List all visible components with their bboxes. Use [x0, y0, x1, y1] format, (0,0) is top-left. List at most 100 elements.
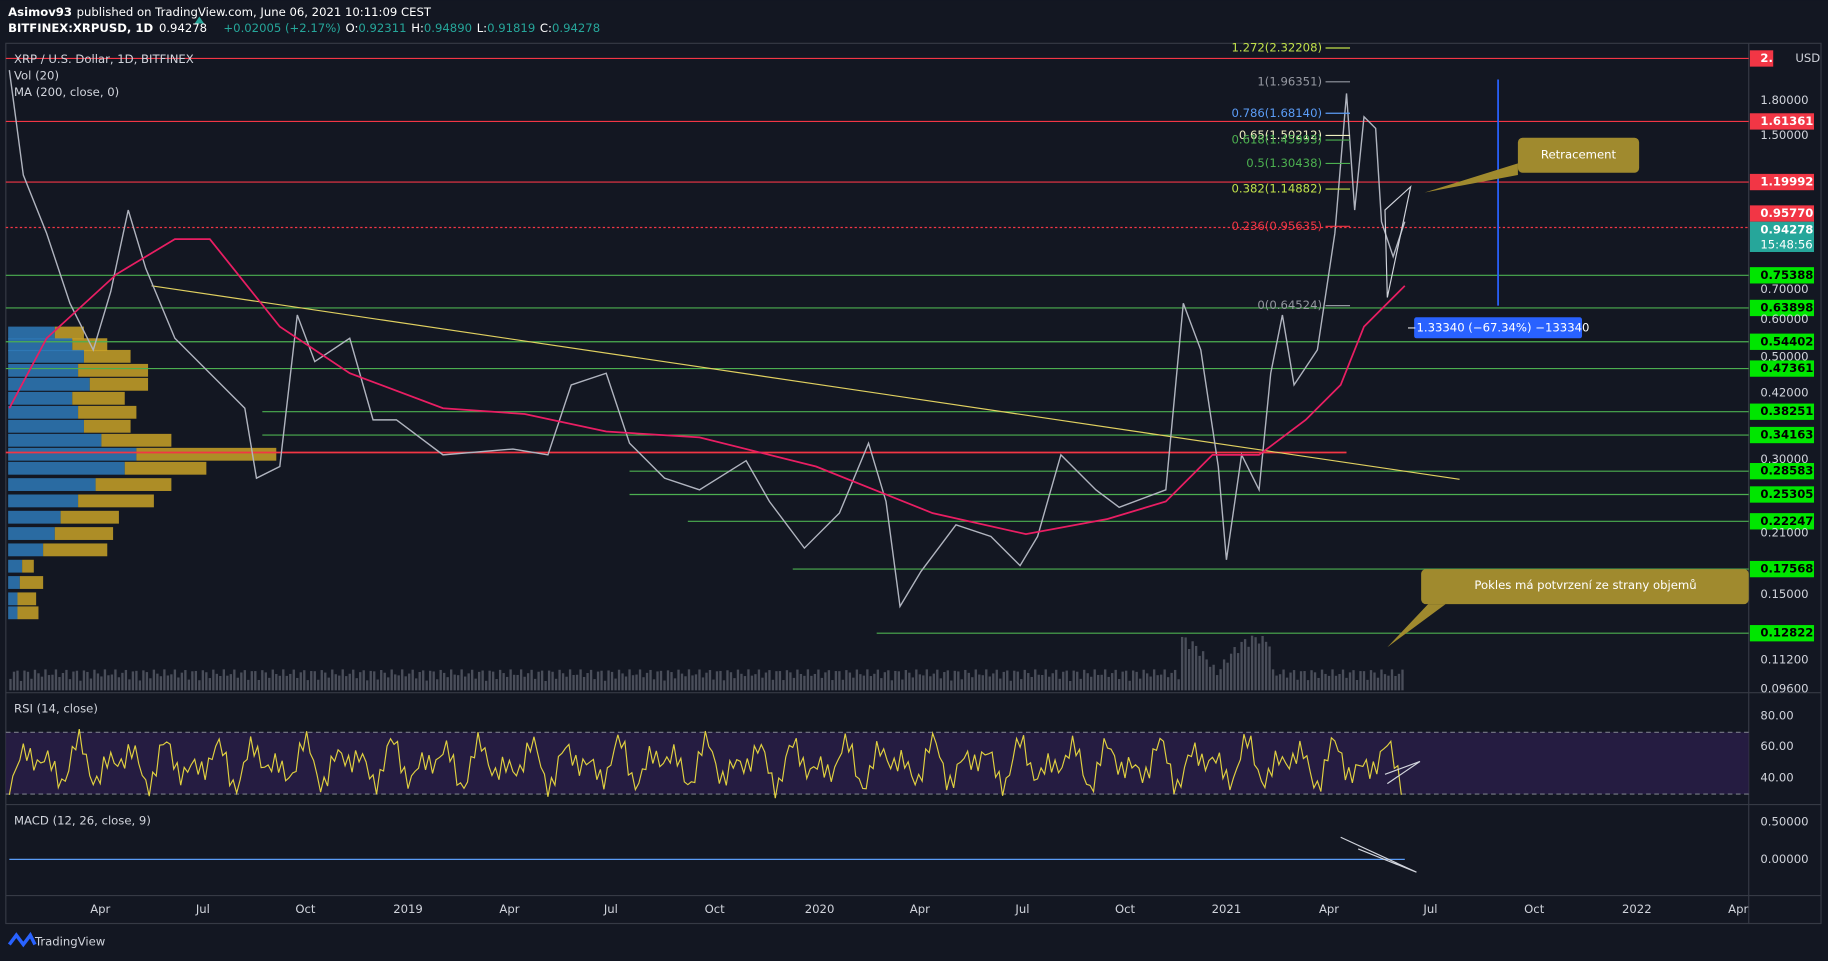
high: 0.94890 [424, 21, 472, 35]
volume-bar [1250, 635, 1254, 691]
volume-bar [226, 675, 229, 691]
vp-blue [8, 478, 96, 491]
price-axis-label: 0.11200 [1760, 653, 1808, 667]
volume-bar [1254, 637, 1257, 691]
volume-bar [705, 672, 708, 691]
volume-bar [1173, 669, 1177, 691]
time-axis-label: Jul [603, 902, 618, 916]
volume-bar [387, 677, 390, 691]
volume-bar [1170, 672, 1173, 691]
volume-bar [673, 678, 677, 691]
volume-bar [86, 671, 89, 691]
volume-bar [173, 669, 177, 691]
volume-bar [488, 670, 491, 691]
time-axis-label: Oct [705, 902, 726, 916]
volume-bar [1355, 679, 1359, 691]
volume-bar [1289, 672, 1292, 691]
price-axis-label: 0.42000 [1760, 386, 1808, 400]
price-tag [1749, 486, 1815, 503]
rsi-tick: 80.00 [1760, 708, 1793, 722]
price-tag-label: 0.28583 [1760, 464, 1813, 478]
volume-bar [953, 670, 956, 691]
volume-bar [65, 669, 68, 691]
volume-bar [565, 676, 568, 691]
vp-gold [54, 326, 84, 340]
price-axis-label: 0.50000 [1760, 349, 1808, 363]
volume-bar [1044, 669, 1047, 691]
volume-bar [666, 670, 670, 691]
volume-bar [852, 677, 855, 691]
vp-gold [43, 543, 108, 557]
volume-bar [1261, 636, 1264, 691]
volume-bar [894, 670, 897, 691]
volume-bar [498, 669, 502, 691]
callout-box [1517, 137, 1640, 173]
volume-bar [995, 669, 998, 691]
price-axis-label: 0.09600 [1760, 682, 1808, 696]
volume-bar [450, 669, 453, 691]
volume-bar [1352, 670, 1355, 691]
price-tag [1749, 333, 1815, 350]
volume-bar [1296, 679, 1299, 691]
volume-bar [834, 671, 838, 691]
volume-bar [1380, 669, 1383, 691]
volume-bar [1271, 669, 1275, 691]
callout-pointer [1387, 604, 1446, 648]
volume-bar [411, 669, 414, 691]
volume-bar [376, 679, 379, 691]
volume-bar [813, 673, 817, 691]
volume-bar [663, 680, 666, 691]
volume-bar [1292, 670, 1296, 691]
volume-bar [68, 679, 72, 691]
volume-bar [582, 676, 586, 691]
volume-bar [533, 678, 537, 691]
volume-bar [1013, 670, 1016, 691]
volume-bar [922, 675, 925, 691]
price-tag-label: 0.47361 [1760, 361, 1813, 375]
volume-bar [509, 669, 512, 691]
l-label: L: [477, 21, 487, 35]
volume-bar [848, 672, 852, 691]
vp-gold [136, 447, 277, 461]
volume-bar [1079, 678, 1082, 691]
volume-bar [250, 671, 253, 691]
volume-bar [558, 669, 561, 691]
volume-bar [743, 676, 747, 691]
volume-bar [491, 671, 495, 691]
volume-bar [117, 677, 121, 691]
o-label: O: [346, 21, 359, 35]
volume-bar [649, 669, 652, 691]
volume-bar [254, 671, 257, 691]
price-tag-label: 0.25305 [1760, 487, 1813, 501]
volume-bar [138, 680, 142, 691]
callout-box [1421, 569, 1749, 605]
volume-bar [1376, 677, 1380, 691]
volume-bar [670, 672, 673, 691]
volume-bar [1282, 669, 1285, 691]
fib-label: 0.382(1.14882) [1231, 182, 1322, 196]
volume-bar [394, 674, 397, 691]
header-line1: Asimov93 published on TradingView.com, Ju… [8, 4, 432, 18]
volume-bar [1187, 649, 1191, 691]
volume-bar [1030, 676, 1033, 691]
volume-bar [757, 669, 761, 691]
volume-bar [271, 669, 274, 691]
volume-bar [1020, 679, 1023, 691]
volume-bar [708, 670, 712, 691]
volume-bar [47, 675, 51, 691]
published: published on TradingView.com, June 06, 2… [77, 4, 432, 18]
volume-bar [1177, 679, 1180, 691]
volume-bar [876, 669, 880, 691]
vp-blue [8, 447, 137, 461]
volume-bar [1306, 680, 1310, 691]
volume-bar [107, 675, 110, 691]
legend-item: MA (200, close, 0) [14, 85, 119, 99]
volume-bar [572, 675, 575, 691]
volume-bar [523, 676, 526, 691]
volume-bar [187, 679, 191, 691]
last: 0.94278 [159, 21, 207, 35]
volume-bar [306, 680, 309, 691]
vp-gold [83, 419, 131, 433]
time-axis-label: 2020 [805, 902, 835, 916]
vp-blue [8, 377, 90, 391]
